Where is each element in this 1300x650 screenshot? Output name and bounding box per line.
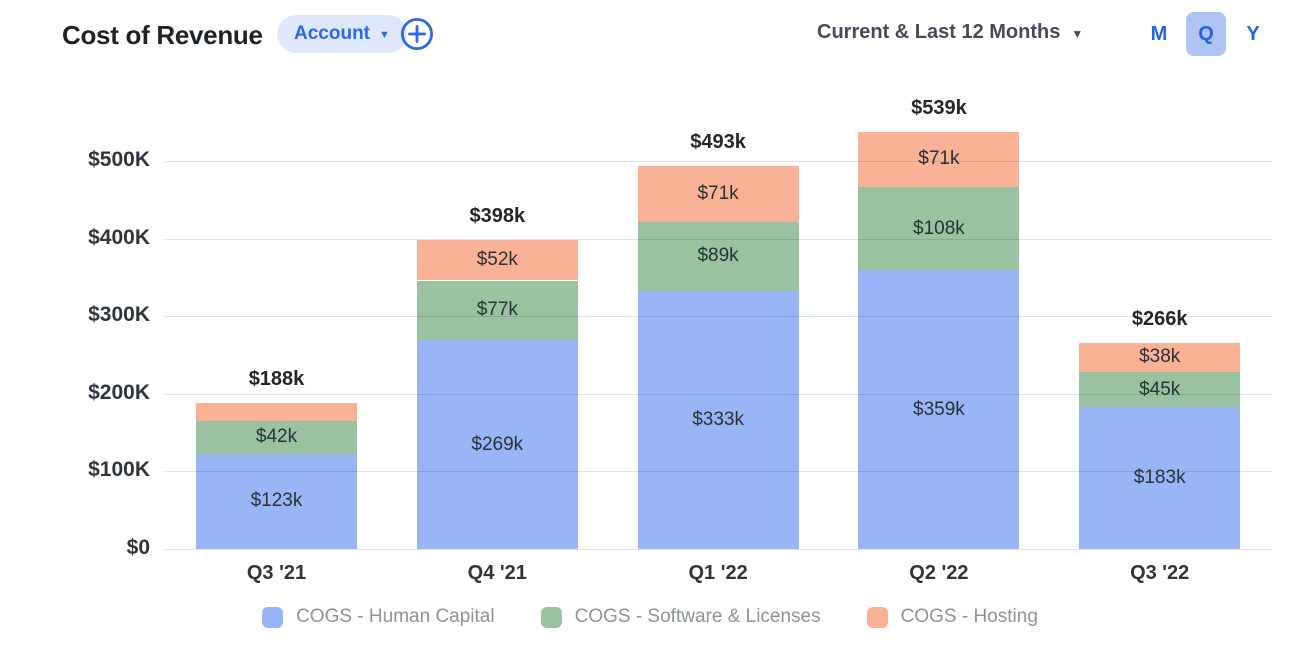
page-title: Cost of Revenue bbox=[62, 20, 263, 50]
bar-segment[interactable] bbox=[196, 420, 357, 454]
bar-segment-value: $38k bbox=[1139, 346, 1181, 368]
legend-label: COGS - Software & Licenses bbox=[574, 606, 821, 627]
bar-total-value: $188k bbox=[248, 368, 305, 391]
bar-segment-value: $71k bbox=[697, 182, 739, 204]
gridline bbox=[165, 161, 1272, 162]
bar-total-value: $493k bbox=[690, 131, 746, 154]
x-axis-tick-label: Q2 '22 bbox=[909, 562, 969, 584]
gridline bbox=[165, 238, 1272, 240]
bar-segment[interactable] bbox=[637, 221, 799, 291]
y-axis-tick-label: $400K bbox=[88, 225, 150, 249]
legend-label: COGS - Human Capital bbox=[296, 606, 495, 627]
bar-segment-value: $89k bbox=[697, 245, 739, 267]
bar-segment-value: $333k bbox=[692, 408, 744, 430]
chevron-down-icon: ▼ bbox=[379, 29, 390, 41]
bar-segment-value: $42k bbox=[255, 426, 298, 448]
gridline bbox=[165, 393, 1272, 395]
bar-segment-value: $77k bbox=[476, 299, 518, 321]
x-axis-tick-label: Q3 '22 bbox=[1130, 562, 1190, 584]
legend-item[interactable]: COGS - Software & Licenses bbox=[540, 606, 821, 628]
bar-segment[interactable] bbox=[1079, 342, 1241, 373]
x-axis-tick-label: Q1 '22 bbox=[688, 562, 748, 584]
legend-label: COGS - Hosting bbox=[900, 606, 1038, 627]
y-axis-tick-label: $200K bbox=[88, 380, 150, 404]
bar-segment[interactable] bbox=[858, 131, 1020, 187]
chevron-down-icon: ▼ bbox=[1071, 26, 1084, 41]
bar-total-value: $398k bbox=[469, 205, 526, 228]
x-axis-tick-label: Q3 '21 bbox=[246, 562, 307, 584]
granularity-button-m[interactable]: M bbox=[1139, 12, 1179, 56]
gridline bbox=[165, 316, 1272, 318]
y-axis-tick-label: $500K bbox=[88, 148, 150, 171]
bar-segment-value: $183k bbox=[1133, 466, 1186, 488]
legend-swatch-icon bbox=[866, 606, 888, 628]
bar-segment-value: $45k bbox=[1139, 378, 1181, 400]
gridline bbox=[165, 471, 1272, 473]
bar-total-value: $539k bbox=[911, 96, 967, 119]
granularity-button-y[interactable]: Y bbox=[1233, 12, 1273, 56]
bar-segment[interactable] bbox=[1079, 372, 1241, 407]
account-dropdown[interactable]: Account ▼ bbox=[277, 15, 407, 53]
legend-item[interactable]: COGS - Hosting bbox=[866, 606, 1038, 628]
circled-plus-icon bbox=[399, 17, 435, 55]
legend-swatch-icon bbox=[262, 606, 284, 628]
bar-segment-value: $108k bbox=[913, 217, 965, 239]
bar-segment[interactable] bbox=[416, 240, 578, 281]
y-axis-tick-label: $300K bbox=[88, 303, 150, 327]
bar-segment-value: $52k bbox=[476, 249, 518, 271]
x-axis-tick-label: Q4 '21 bbox=[467, 562, 527, 584]
bar-segment[interactable] bbox=[196, 403, 357, 421]
bar-segment[interactable] bbox=[416, 340, 578, 549]
bar-segment-value: $359k bbox=[913, 398, 965, 420]
bar-segment-value: $269k bbox=[471, 433, 524, 455]
granularity-button-q[interactable]: Q bbox=[1186, 12, 1226, 56]
y-axis-tick-label: $0 bbox=[126, 536, 150, 559]
legend-item[interactable]: COGS - Human Capital bbox=[262, 606, 495, 628]
account-dropdown-label: Account bbox=[294, 23, 370, 44]
date-range-label: Current & Last 12 Months bbox=[817, 21, 1061, 43]
bar-segment-value: $71k bbox=[918, 148, 960, 170]
add-metric-button[interactable] bbox=[399, 16, 435, 52]
legend-swatch-icon bbox=[540, 606, 562, 628]
y-axis-tick-label: $100K bbox=[88, 458, 150, 482]
date-range-dropdown[interactable]: Current & Last 12 Months ▼ bbox=[817, 21, 1083, 44]
bar-segment[interactable] bbox=[637, 166, 799, 222]
bar-segment[interactable] bbox=[637, 290, 799, 549]
bar-segment[interactable] bbox=[196, 453, 357, 549]
bar-segment[interactable] bbox=[858, 270, 1020, 549]
gridline bbox=[165, 549, 1272, 550]
bar-segment[interactable] bbox=[416, 280, 578, 341]
bar-total-value: $266k bbox=[1131, 307, 1188, 330]
bar-segment[interactable] bbox=[858, 186, 1020, 271]
bar-segment-value: $123k bbox=[250, 490, 303, 512]
bar-segment[interactable] bbox=[1079, 406, 1241, 549]
chart-legend: COGS - Human Capital COGS - Software & Li… bbox=[0, 606, 1300, 628]
